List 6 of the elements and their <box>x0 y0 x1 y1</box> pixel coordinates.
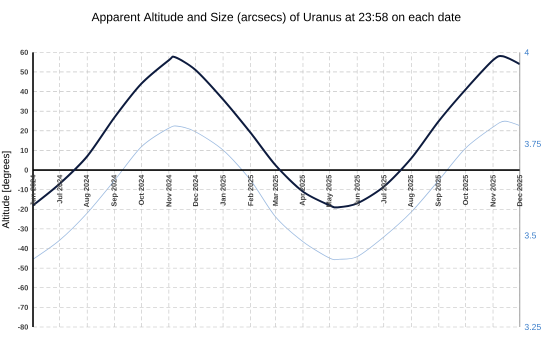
y2-tick-label: 3.5 <box>524 232 536 238</box>
y-axis-title: Altitude [degrees] <box>2 151 12 229</box>
y2-tick-label: 4 <box>524 49 529 56</box>
y2-tick-label: 3.25 <box>524 324 541 330</box>
chart-title: Apparent Altitude and Size (arcsecs) of Uranus at 23:58 on each date <box>92 12 461 24</box>
y2-tick-label: 3.75 <box>524 140 541 147</box>
